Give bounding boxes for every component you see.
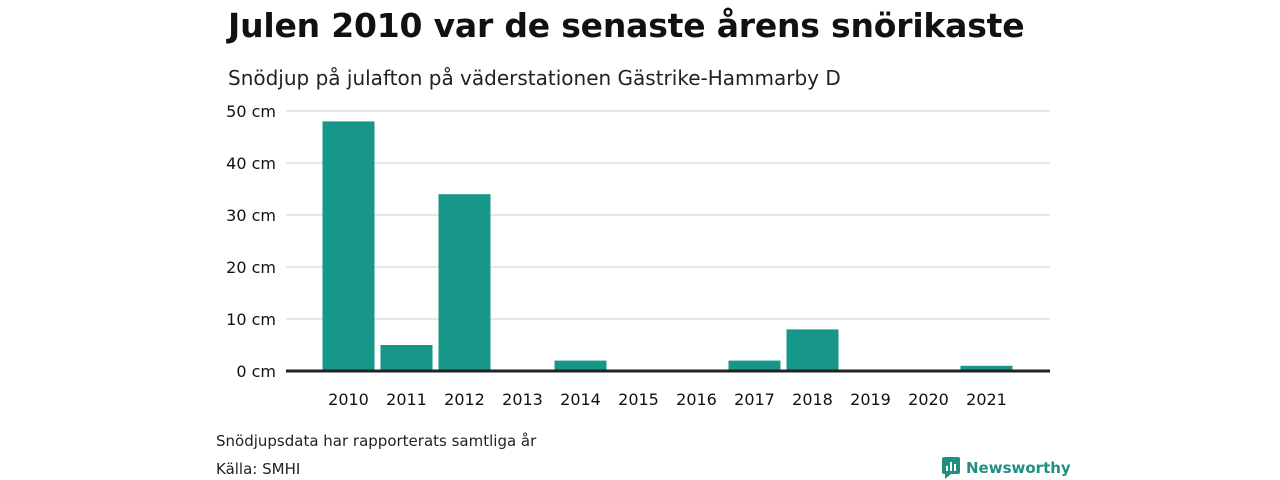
x-tick-label: 2021 bbox=[966, 390, 1007, 409]
x-tick-label: 2015 bbox=[618, 390, 659, 409]
x-tick-label: 2010 bbox=[328, 390, 369, 409]
x-tick-label: 2014 bbox=[560, 390, 601, 409]
bar-2012 bbox=[438, 194, 491, 371]
brand-label: Newsworthy bbox=[966, 459, 1071, 477]
y-tick-label: 20 cm bbox=[226, 258, 276, 277]
x-tick-label: 2018 bbox=[792, 390, 833, 409]
bar-2014 bbox=[554, 360, 607, 371]
newsworthy-brand[interactable]: Newsworthy bbox=[942, 457, 1071, 479]
x-tick-label: 2016 bbox=[676, 390, 717, 409]
y-tick-label: 30 cm bbox=[226, 206, 276, 225]
bar-2018 bbox=[786, 329, 839, 371]
x-tick-label: 2019 bbox=[850, 390, 891, 409]
footnote: Snödjupsdata har rapporterats samtliga å… bbox=[216, 432, 537, 450]
bars bbox=[322, 121, 1013, 372]
x-tick-label: 2020 bbox=[908, 390, 949, 409]
x-tick-label: 2017 bbox=[734, 390, 775, 409]
y-tick-label: 0 cm bbox=[236, 362, 276, 381]
x-tick-label: 2011 bbox=[386, 390, 427, 409]
bar-2011 bbox=[380, 345, 433, 371]
bar-2017 bbox=[728, 360, 781, 371]
newsworthy-logo-icon bbox=[942, 457, 960, 479]
gridlines bbox=[286, 110, 1050, 320]
chart-title: Julen 2010 var de senaste årens snörikas… bbox=[228, 6, 1025, 45]
source-note: Källa: SMHI bbox=[216, 460, 301, 478]
bar-2021 bbox=[960, 365, 1013, 371]
y-tick-label: 10 cm bbox=[226, 310, 276, 329]
x-tick-label: 2012 bbox=[444, 390, 485, 409]
y-axis-tick-labels: 0 cm 10 cm 20 cm 30 cm 40 cm 50 cm bbox=[226, 102, 276, 381]
y-tick-label: 40 cm bbox=[226, 154, 276, 173]
x-tick-label: 2013 bbox=[502, 390, 543, 409]
bar-2010 bbox=[322, 121, 375, 372]
y-tick-label: 50 cm bbox=[226, 102, 276, 121]
x-axis-tick-labels: 2010 2011 2012 2013 2014 2015 2016 2017 2018 2019… bbox=[328, 390, 1007, 409]
chart-subtitle: Snödjup på julafton på väderstationen Gä… bbox=[228, 66, 841, 90]
